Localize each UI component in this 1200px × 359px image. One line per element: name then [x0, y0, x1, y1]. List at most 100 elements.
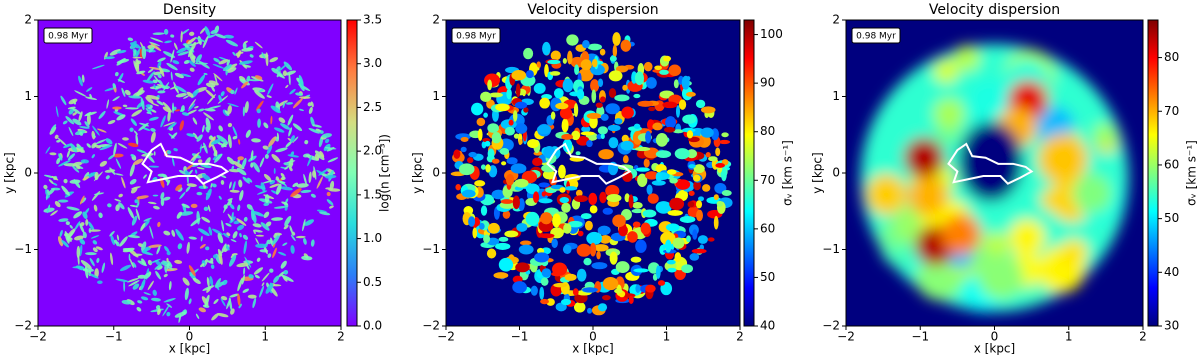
field-texture	[591, 89, 597, 103]
field-texture	[312, 170, 316, 178]
field-texture	[164, 265, 167, 273]
field-texture	[163, 196, 171, 201]
field-texture	[140, 278, 146, 291]
field-texture	[172, 60, 180, 65]
x-axis-label: x [kpc]	[169, 342, 210, 356]
field-texture	[79, 244, 83, 257]
field-texture	[532, 191, 540, 203]
field-texture	[204, 108, 216, 112]
field-texture	[143, 292, 151, 296]
field-texture	[308, 171, 312, 184]
field-texture	[174, 109, 181, 112]
field-texture	[171, 132, 178, 139]
field-texture	[715, 147, 721, 157]
field-texture	[50, 210, 58, 216]
field-texture	[247, 177, 253, 183]
field-texture	[227, 122, 233, 128]
field-texture	[200, 263, 205, 268]
field-texture	[307, 102, 312, 107]
field-texture	[700, 127, 714, 138]
field-texture	[487, 148, 495, 160]
field-texture	[129, 163, 135, 177]
field-texture	[280, 123, 291, 130]
field-texture	[211, 183, 217, 188]
field-texture	[1072, 173, 1112, 213]
field-texture	[532, 157, 543, 167]
field-texture	[307, 155, 313, 167]
field-texture	[325, 174, 337, 179]
field-texture	[287, 154, 300, 158]
field-texture	[515, 83, 521, 98]
field-texture	[495, 103, 510, 112]
field-texture	[303, 237, 307, 245]
y-tick-label: 0	[432, 166, 440, 180]
field-texture	[80, 260, 92, 270]
field-texture	[713, 194, 719, 201]
field-texture	[143, 272, 151, 280]
field-texture	[327, 157, 339, 163]
field-texture	[254, 41, 263, 49]
field-texture	[117, 143, 128, 149]
field-texture	[254, 184, 266, 190]
field-texture	[141, 258, 147, 266]
field-texture	[215, 150, 218, 157]
field-texture	[229, 181, 232, 189]
field-texture	[607, 124, 621, 132]
contour	[947, 142, 1034, 185]
field-texture	[167, 150, 172, 155]
field-texture	[686, 130, 694, 139]
field-texture	[602, 277, 619, 291]
field-texture	[273, 206, 287, 209]
field-texture	[150, 37, 164, 43]
field-texture	[552, 213, 561, 228]
field-texture	[682, 114, 697, 125]
x-tick-label: −2	[837, 330, 855, 344]
field-texture	[721, 132, 729, 138]
field-texture	[214, 73, 218, 84]
field-texture	[121, 300, 132, 305]
field-texture	[597, 303, 608, 312]
field-texture	[205, 246, 210, 251]
field-texture	[242, 288, 249, 293]
field-texture	[257, 118, 261, 128]
plot-area	[446, 20, 740, 326]
field-texture	[266, 95, 272, 98]
field-texture	[180, 73, 191, 78]
field-texture	[622, 155, 629, 164]
field-texture	[86, 113, 91, 126]
field-texture	[152, 79, 158, 84]
field-texture	[122, 248, 134, 252]
field-texture	[696, 209, 704, 222]
field-texture	[69, 224, 73, 229]
field-texture	[316, 176, 323, 189]
field-texture	[118, 193, 123, 198]
field-texture	[80, 159, 90, 164]
field-texture	[50, 124, 57, 131]
field-texture	[632, 130, 643, 145]
field-texture	[672, 237, 685, 249]
field-texture	[259, 285, 265, 298]
field-texture	[168, 280, 172, 291]
field-texture	[92, 125, 100, 136]
field-texture	[321, 133, 332, 138]
field-texture	[196, 167, 205, 170]
y-tick-label: −1	[14, 242, 32, 256]
field-texture	[303, 173, 307, 186]
field-texture	[304, 219, 315, 226]
field-texture	[125, 107, 139, 110]
field-texture	[255, 100, 264, 111]
field-texture	[186, 164, 194, 170]
field-texture	[293, 136, 299, 142]
field-texture	[56, 139, 61, 143]
field-texture	[597, 126, 608, 135]
field-texture	[85, 219, 89, 226]
field-texture	[208, 80, 219, 86]
field-texture	[128, 95, 142, 99]
field-texture	[666, 259, 676, 265]
field-texture	[217, 233, 224, 244]
field-texture	[576, 89, 585, 100]
field-texture	[290, 234, 296, 242]
field-texture	[150, 131, 156, 143]
field-texture	[609, 251, 618, 265]
x-tick-label: 1	[1065, 330, 1073, 344]
